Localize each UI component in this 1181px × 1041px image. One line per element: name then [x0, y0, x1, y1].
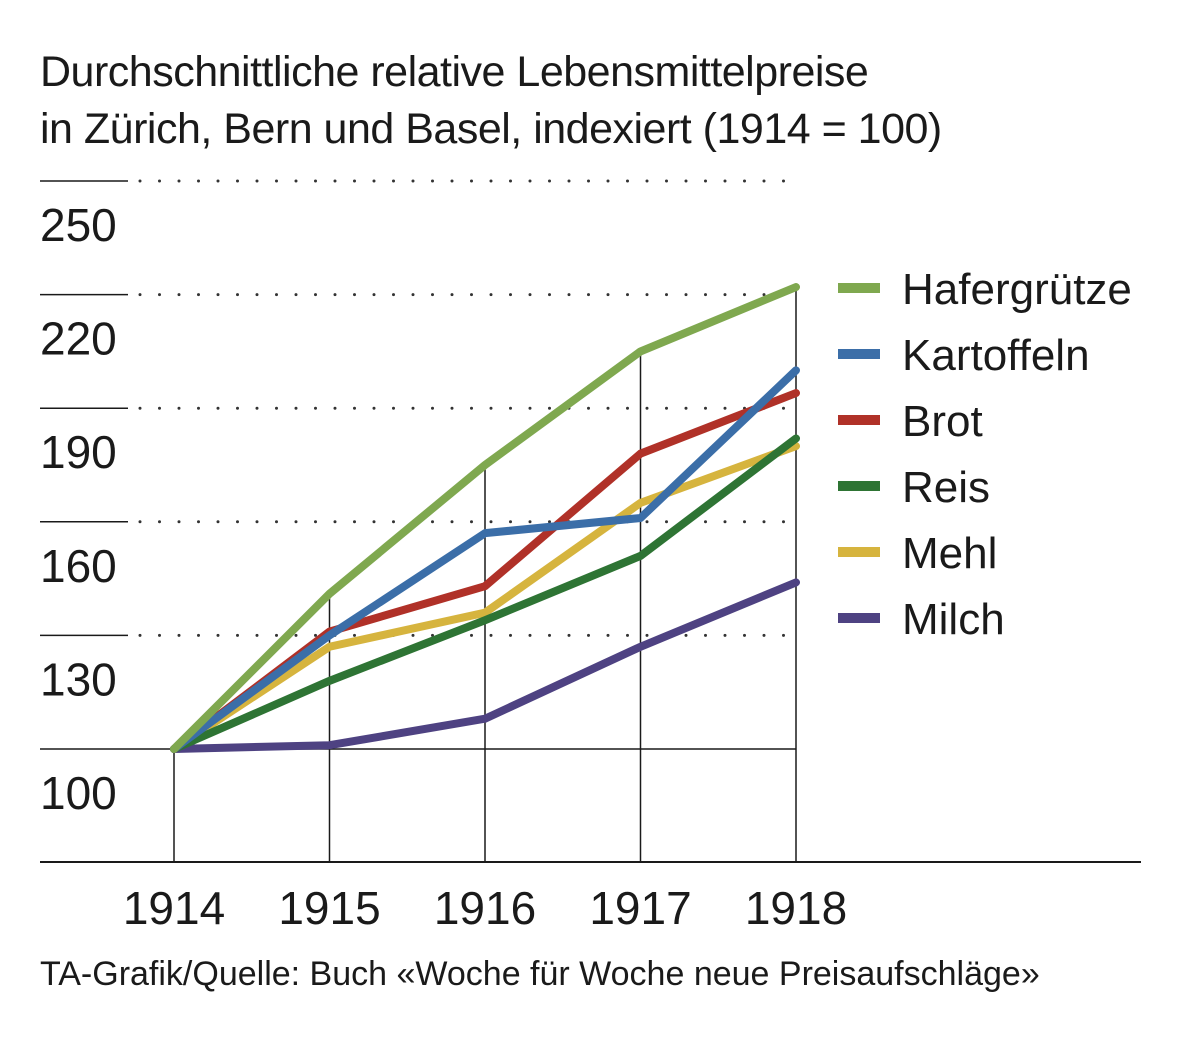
chart-title-block: Durchschnittliche relative Lebensmittelp…	[40, 44, 1160, 158]
x-tick-label: 1916	[434, 882, 536, 934]
series-line-reis	[170, 434, 800, 753]
y-tick-label: 160	[40, 540, 117, 592]
legend-label: Brot	[902, 397, 983, 446]
legend: Hafergrütze Kartoffeln Brot Reis Mehl Milch	[838, 265, 1132, 644]
x-tick-label: 1915	[278, 882, 380, 934]
chart-title: Durchschnittliche relative Lebensmittelp…	[40, 48, 869, 96]
legend-label: Kartoffeln	[902, 331, 1090, 380]
y-tick-label: 190	[40, 426, 117, 478]
series-lines	[170, 283, 800, 753]
series-line-milch	[170, 578, 800, 753]
series-line-mehl	[170, 442, 800, 753]
x-tick-label: 1917	[589, 882, 691, 934]
legend-label: Mehl	[902, 529, 997, 578]
legend-label: Milch	[902, 595, 1005, 644]
y-tick-label: 250	[40, 199, 117, 251]
source-note: TA-Grafik/Quelle: Buch «Woche für Woche …	[40, 955, 1040, 993]
series-line-kartoffeln	[170, 366, 800, 753]
y-tick-label: 100	[40, 767, 117, 819]
legend-label: Hafergrütze	[902, 265, 1132, 314]
y-tick-label: 220	[40, 313, 117, 365]
chart-subtitle: in Zürich, Bern und Basel, indexiert (19…	[40, 105, 942, 153]
y-tick-label: 130	[40, 653, 117, 705]
legend-label: Reis	[902, 463, 990, 512]
x-tick-label: 1914	[123, 882, 225, 934]
axes: 100 130 160 190 220 250 1914 1915 1916 1917 1918	[40, 199, 1141, 934]
series-line-hafergrütze	[170, 283, 800, 753]
x-tick-label: 1918	[745, 882, 847, 934]
